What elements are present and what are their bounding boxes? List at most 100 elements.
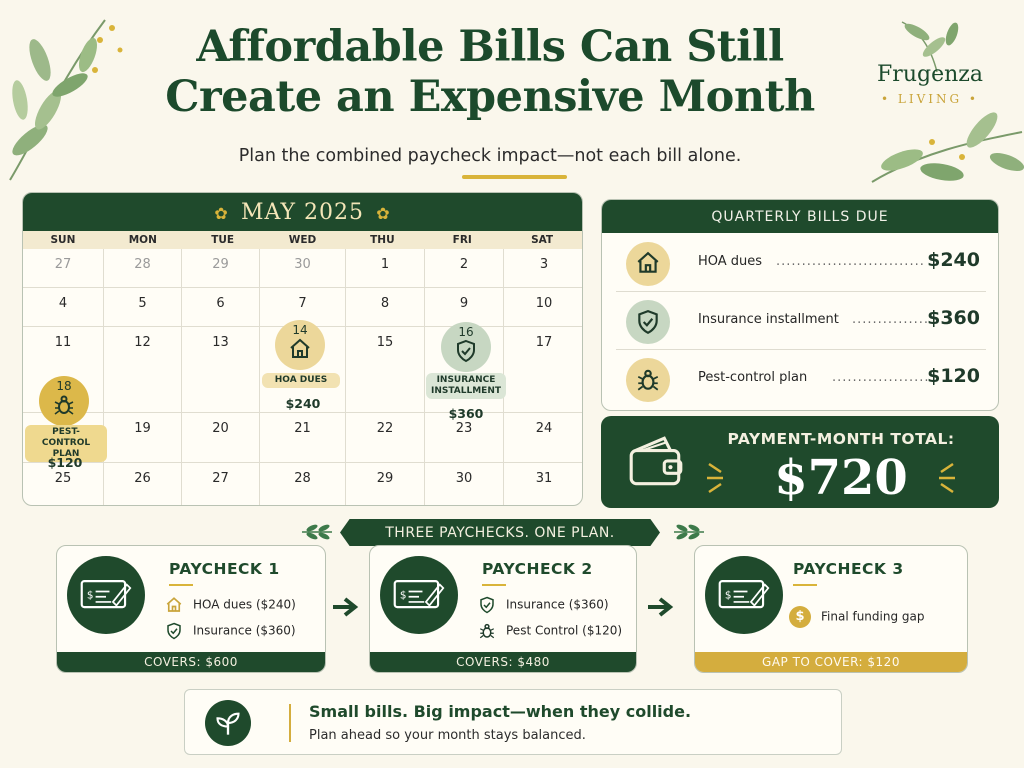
quarterly-pest-leader: ................... [832,370,928,385]
event-pest-label-line2: PLAN [52,449,80,459]
paycheck-2-footer: COVERS: $480 [370,652,636,672]
shield-icon [457,339,475,363]
calendar-day-number: 7 [298,296,307,311]
quarterly-pest-name: Pest-control plan [698,370,808,385]
calendar-day-cell: 2 [425,249,504,288]
quarterly-hoa-icon-circle [626,242,670,286]
brand-tagline: • LIVING • [881,92,979,106]
event-insurance-label-line1: INSURANCE [436,375,496,385]
calendar-day-number: 29 [212,257,229,272]
event-hoa-circle: 14 [275,320,325,370]
page-title-line1: Affordable Bills Can Still [196,22,784,72]
quarterly-insurance-icon-circle [626,300,670,344]
event-hoa-label: HOA DUES [262,373,340,388]
calendar-day-number: 23 [455,421,473,436]
calendar-day-number: 27 [212,471,229,486]
calendar-day-number: 2 [459,257,469,272]
event-pest-circle: 18 [39,376,89,426]
house-icon [290,338,310,358]
bug-icon [479,623,495,639]
quarterly-insurance-name: Insurance installment [698,312,839,327]
calendar-day-cell: 20 [182,413,260,463]
calendar-day-cell [425,327,504,413]
banner-leaf-right-icon [674,524,704,540]
total-label: PAYMENT-MONTH TOTAL: [727,430,955,448]
paycheck-3-title: PAYCHECK 3 [793,560,904,578]
calendar-day-cell: 26 [104,463,182,505]
paycheck-3-item-1: $ Final funding gap [789,606,924,628]
shield-icon [167,622,181,640]
paycheck-2-icon-circle: $ [380,556,458,634]
calendar-day-number: 28 [134,257,151,272]
calendar-day-number: 24 [535,421,553,436]
calendar-day-cell: 4 [23,288,104,327]
paycheck-2-item-1-text: Insurance ($360) [506,597,609,612]
brand-name: Frugenza [877,62,983,87]
weekday-fri: FRI [452,234,472,246]
calendar-day-number: 31 [535,471,553,486]
weekday-sat: SAT [531,234,554,246]
calendar-day-cell: 23 [425,413,504,463]
calendar-day-cell: 31 [504,463,582,505]
calendar-day-cell: 28 [104,249,182,288]
quarterly-hoa-name: HOA dues [698,254,763,269]
paycheck-card-3: $ PAYCHECK 3 $ Final funding gap GAP TO C… [694,545,968,673]
paycheck-1-underline [169,584,193,586]
calendar-day-number: 17 [535,335,553,350]
calendar-day-number: 22 [376,421,394,436]
calendar-day-cell: 28 [260,463,346,505]
paycheck-3-underline [793,584,817,586]
calendar-day-number: 30 [294,257,311,272]
calendar-day-number: 20 [212,421,229,436]
calendar-day-number: 8 [380,296,390,311]
svg-text:$: $ [725,589,732,601]
check-icon: $ [393,580,445,609]
subtitle-underline [462,175,567,179]
calendar-day-number: 15 [376,335,394,350]
bug-icon [54,395,74,415]
calendar-day-cell: 5 [104,288,182,327]
paycheck-1-title: PAYCHECK 1 [169,560,280,578]
calendar-header: ✿ MAY 2025 ✿ [23,193,582,231]
event-pest-label-line1: PEST-CONTROL [41,427,91,448]
calendar-day-cell: 25 [23,463,104,505]
calendar-day-cell: 30 [425,463,504,505]
paycheck-3-footer: GAP TO COVER: $120 [695,652,967,672]
calendar-day-number: 11 [54,335,72,350]
calendar-day-number: 5 [138,296,147,311]
paycheck-3-item-1-text: Final funding gap [821,609,925,624]
leaf-decoration-top-right [871,21,1024,183]
event-pest-label: PEST-CONTROL PLAN [25,425,107,462]
check-icon: $ [80,580,132,609]
calendar-day-cell: 1 [346,249,425,288]
quarterly-header: QUARTERLY BILLS DUE [602,200,998,233]
calendar-day-number: 21 [294,421,311,436]
leaf-decoration-top-left [9,19,123,181]
calendar-weekdays: SUN MON TUE WED THU FRI SAT [23,231,582,249]
calendar-day-number: 25 [54,471,72,486]
house-icon [637,251,659,273]
calendar-day-cell: 21 [260,413,346,463]
calendar-day-number: 26 [134,471,151,486]
calendar-day-cell: 27 [182,463,260,505]
quarterly-pest-amount: $120 [927,365,980,387]
calendar-day-cell: 13 [182,327,260,413]
quarterly-hoa-amount: $240 [927,249,980,271]
paycheck-1-icon-circle: $ [67,556,145,634]
check-icon: $ [718,580,770,609]
quarterly-row-pest: Pest-control plan ................... $1… [616,352,986,408]
paycheck-3-icon-circle: $ [705,556,783,634]
laurel-right-icon: ✿ [364,204,391,223]
calendar-day-number: 10 [535,296,553,311]
calendar-day-cell: 12 [104,327,182,413]
event-insurance-amount: $360 [448,406,484,421]
quarterly-row-insurance: Insurance installment ............... $3… [616,294,986,350]
calendar: ✿ MAY 2025 ✿ SUN MON TUE WED THU FRI SAT… [22,192,583,506]
laurel-left-icon: ✿ [214,204,241,223]
paycheck-1-item-2: Insurance ($360) [165,622,296,640]
calendar-day-cell: 6 [182,288,260,327]
calendar-day-number: 19 [134,421,151,436]
calendar-day-number: 29 [376,471,394,486]
svg-text:$: $ [400,589,407,601]
paycheck-2-item-2: Pest Control ($120) [478,622,622,640]
